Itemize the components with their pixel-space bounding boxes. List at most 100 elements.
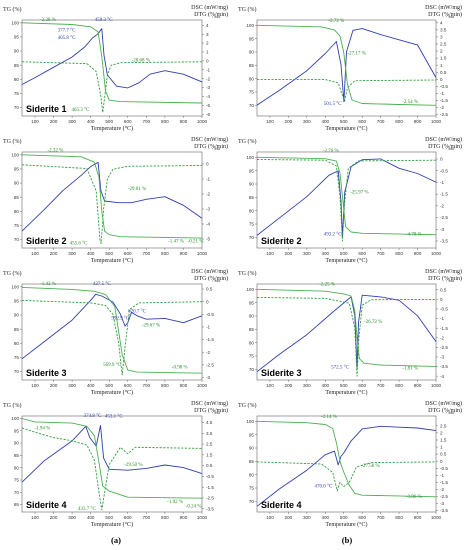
- dtg-tick-label: -1: [206, 67, 211, 72]
- x-tick-label: 1000: [197, 383, 208, 388]
- tg-axis-label: TG (%): [238, 402, 257, 409]
- x-axis-label: Temperature (°C): [91, 521, 133, 528]
- x-tick-label: 400: [321, 383, 329, 388]
- x-tick-label: 900: [180, 515, 188, 520]
- dtg-tick-label: -2: [206, 350, 211, 355]
- dtg-tick-label: 1.5: [206, 452, 213, 457]
- dtg-tick-label: 0.5: [440, 70, 447, 75]
- data-annotation: -0.21 %: [188, 240, 204, 245]
- dtg-tick-label: -3: [440, 355, 445, 360]
- tg-series-line: [256, 156, 437, 236]
- x-tick-label: 100: [31, 515, 39, 520]
- exo-label: ↑ exo: [446, 15, 455, 19]
- x-axis-label: Temperature (°C): [91, 257, 133, 264]
- dtg-axis-label: DTG (%/min): [428, 11, 462, 18]
- dtg-tick-label: -2.5: [440, 345, 448, 350]
- exo-label: ↑ exo: [212, 411, 221, 415]
- dtg-tick-label: 4: [440, 20, 443, 25]
- tg-tick-label: 95: [14, 35, 20, 40]
- x-tick-label: 900: [180, 119, 188, 124]
- chart-panel: TG (%) DSC (mW/mg)DTG (%/min)↑ exo 100 200 3…: [3, 4, 228, 132]
- dtg-tick-label: -4: [206, 94, 211, 99]
- dtg-tick-label: -3: [440, 501, 445, 506]
- data-annotation: 569.9 °C: [103, 363, 121, 368]
- x-tick-label: 900: [414, 251, 422, 256]
- x-tick-label: 1000: [431, 119, 442, 124]
- x-tick-label: 400: [321, 119, 329, 124]
- dtg-series-line: [256, 296, 437, 377]
- tg-tick-label: 65: [14, 502, 20, 507]
- tg-axis-label: TG (%): [238, 6, 257, 13]
- x-tick-label: 300: [68, 383, 76, 388]
- data-annotation: -29.67 %: [142, 324, 160, 329]
- x-tick-label: 1000: [197, 515, 208, 520]
- data-annotation: -29.50 %: [124, 463, 142, 468]
- dtg-axis-label: DTG (%/min): [194, 11, 228, 18]
- dtg-tick-label: -3.5: [206, 506, 214, 511]
- x-tick-label: 400: [87, 251, 95, 256]
- x-tick-label: 700: [377, 515, 385, 520]
- exo-label: ↑ exo: [446, 147, 455, 151]
- dtg-tick-label: -2: [206, 192, 211, 197]
- tg-tick-label: 95: [14, 167, 20, 172]
- x-tick-label: 100: [31, 251, 39, 256]
- dtg-tick-label: 1: [206, 50, 209, 55]
- tg-tick-label: 70: [249, 499, 255, 504]
- data-annotation: 377.7 °C: [58, 29, 76, 34]
- tg-tick-label: 100: [11, 20, 19, 25]
- exo-label: ↑ exo: [446, 279, 455, 283]
- tg-axis-label: TG (%): [238, 138, 257, 145]
- dtg-tick-label: 0: [440, 77, 443, 82]
- data-annotation: -27.56 %: [361, 464, 379, 469]
- tg-tick-label: 95: [14, 299, 20, 304]
- data-annotation: 620.7 °C: [128, 310, 146, 315]
- data-annotation: 501.5 °C: [324, 102, 342, 107]
- chart-panel: TG (%) DSC (mW/mg)DTG (%/min)↑ exo 100 200 3…: [3, 400, 228, 528]
- tg-tick-label: 75: [249, 90, 255, 95]
- plot-frame: [21, 19, 203, 117]
- tg-tick-label: 90: [249, 182, 255, 187]
- plot-frame: [256, 19, 437, 117]
- dtg-tick-label: -1: [440, 316, 445, 321]
- x-tick-label: 800: [161, 383, 169, 388]
- dtg-tick-label: 2.5: [440, 42, 447, 47]
- tg-tick-label: 85: [249, 327, 255, 332]
- tg-tick-label: 70: [249, 103, 255, 108]
- x-tick-label: 300: [68, 251, 76, 256]
- data-annotation: 453.1 °C: [105, 415, 123, 420]
- chart-panel: TG (%) DSC (mW/mg)DTG (%/min)↑ exo 100 200 3…: [3, 268, 228, 396]
- dtg-series-line: [257, 79, 437, 102]
- dsc-axis-label: DSC (mW/mg): [425, 136, 462, 143]
- tg-tick-label: 100: [11, 416, 19, 421]
- dsc-axis-label: DSC (mW/mg): [425, 268, 462, 275]
- x-tick-label: 500: [105, 515, 113, 520]
- tg-tick-label: 80: [249, 472, 255, 477]
- dsc-axis-label: DSC (mW/mg): [191, 268, 228, 275]
- dsc-series-line: [21, 28, 203, 89]
- x-tick-label: 600: [124, 383, 132, 388]
- x-tick-label: 300: [303, 119, 311, 124]
- x-tick-label: 500: [105, 119, 113, 124]
- tg-tick-label: 80: [249, 208, 255, 213]
- tg-tick-label: 85: [14, 63, 20, 68]
- tg-tick-label: 100: [246, 287, 254, 292]
- chart-panel: TG (%) DSC (mW/mg)DTG (%/min)↑ exo 100 200 3…: [238, 400, 462, 528]
- x-tick-label: 500: [340, 119, 348, 124]
- dtg-tick-label: -2.5: [440, 112, 448, 117]
- x-tick-label: 500: [105, 383, 113, 388]
- tg-tick-label: 75: [249, 354, 255, 359]
- tg-tick-label: 75: [249, 222, 255, 227]
- dtg-series-line: [21, 164, 203, 244]
- x-tick-label: 300: [303, 383, 311, 388]
- tg-tick-label: 70: [14, 237, 20, 242]
- data-annotation: -2.32 %: [47, 148, 63, 153]
- dtg-tick-label: -1: [206, 177, 211, 182]
- x-tick-label: 300: [68, 515, 76, 520]
- data-annotation: -26.72 %: [364, 320, 382, 325]
- tg-tick-label: 90: [14, 181, 20, 186]
- tg-tick-label: 70: [14, 105, 20, 110]
- x-tick-label: 600: [358, 251, 366, 256]
- x-tick-label: 600: [124, 119, 132, 124]
- tg-series-line: [21, 154, 203, 239]
- data-annotation: -0.98 %: [172, 365, 188, 370]
